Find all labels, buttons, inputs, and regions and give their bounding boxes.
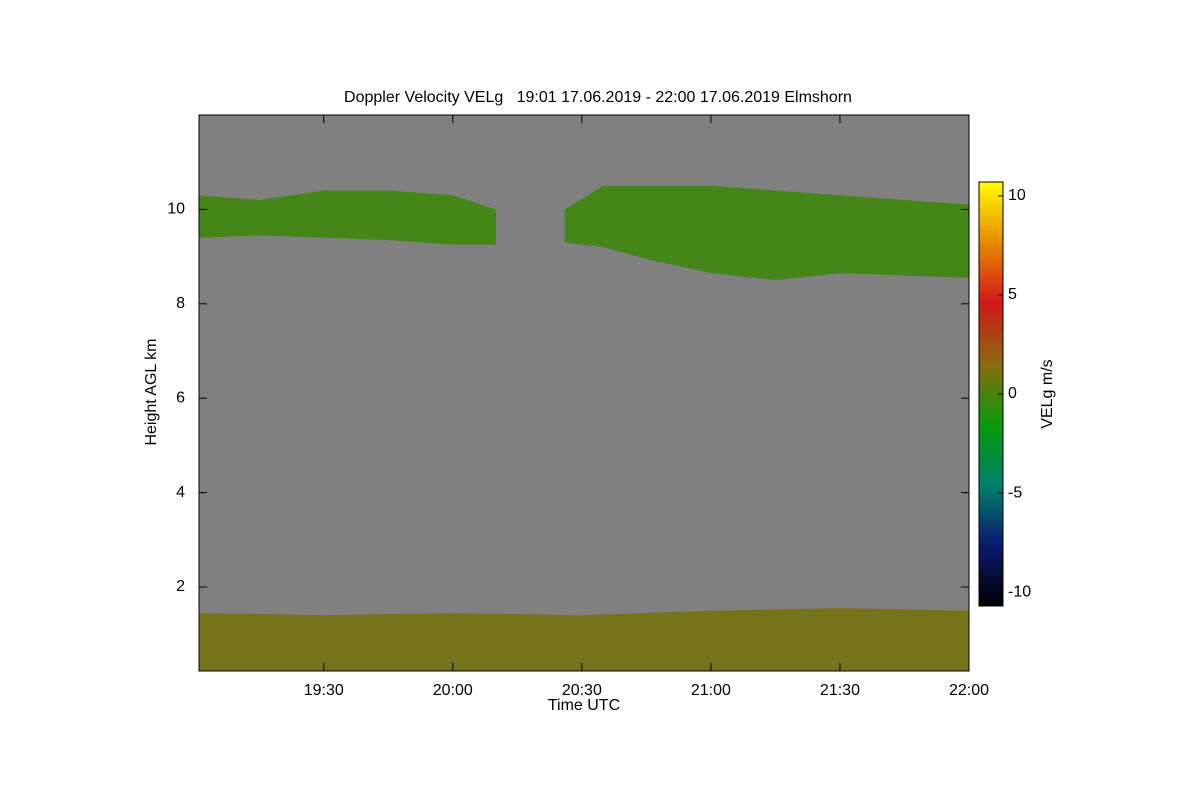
y-tick-label: 6 (176, 389, 185, 406)
y-axis-label: Height AGL km (143, 338, 160, 445)
colorbar-tick-label: -10 (1008, 583, 1031, 600)
velocity-layer (564, 185, 969, 281)
chart-title: Doppler Velocity VELg 19:01 17.06.2019 -… (344, 89, 852, 106)
x-tick-label: 22:00 (949, 682, 989, 699)
x-tick-label: 19:30 (304, 682, 344, 699)
plot-frame (198, 114, 970, 672)
colorbar-tick-label: 10 (1008, 187, 1026, 204)
x-tick-label: 20:00 (433, 682, 473, 699)
x-axis-label: Time UTC (548, 697, 620, 714)
y-tick-label: 10 (167, 201, 185, 218)
y-tick-label: 2 (176, 578, 185, 595)
colorbar-tick-label: 0 (1008, 385, 1017, 402)
y-tick-label: 8 (176, 295, 185, 312)
colorbar-tick-label: 5 (1008, 286, 1017, 303)
colorbar-label: VELg m/s (1039, 359, 1056, 428)
x-tick-label: 21:00 (691, 682, 731, 699)
colorbar-tick-label: -5 (1008, 484, 1022, 501)
velocity-layer (199, 190, 496, 245)
layer-area (564, 185, 969, 281)
x-tick-label: 21:30 (820, 682, 860, 699)
y-tick-label: 4 (176, 484, 185, 501)
layer-area (199, 608, 969, 671)
layer-area (199, 190, 496, 245)
x-tick-label: 20:30 (562, 682, 602, 699)
velocity-layer (199, 608, 969, 671)
